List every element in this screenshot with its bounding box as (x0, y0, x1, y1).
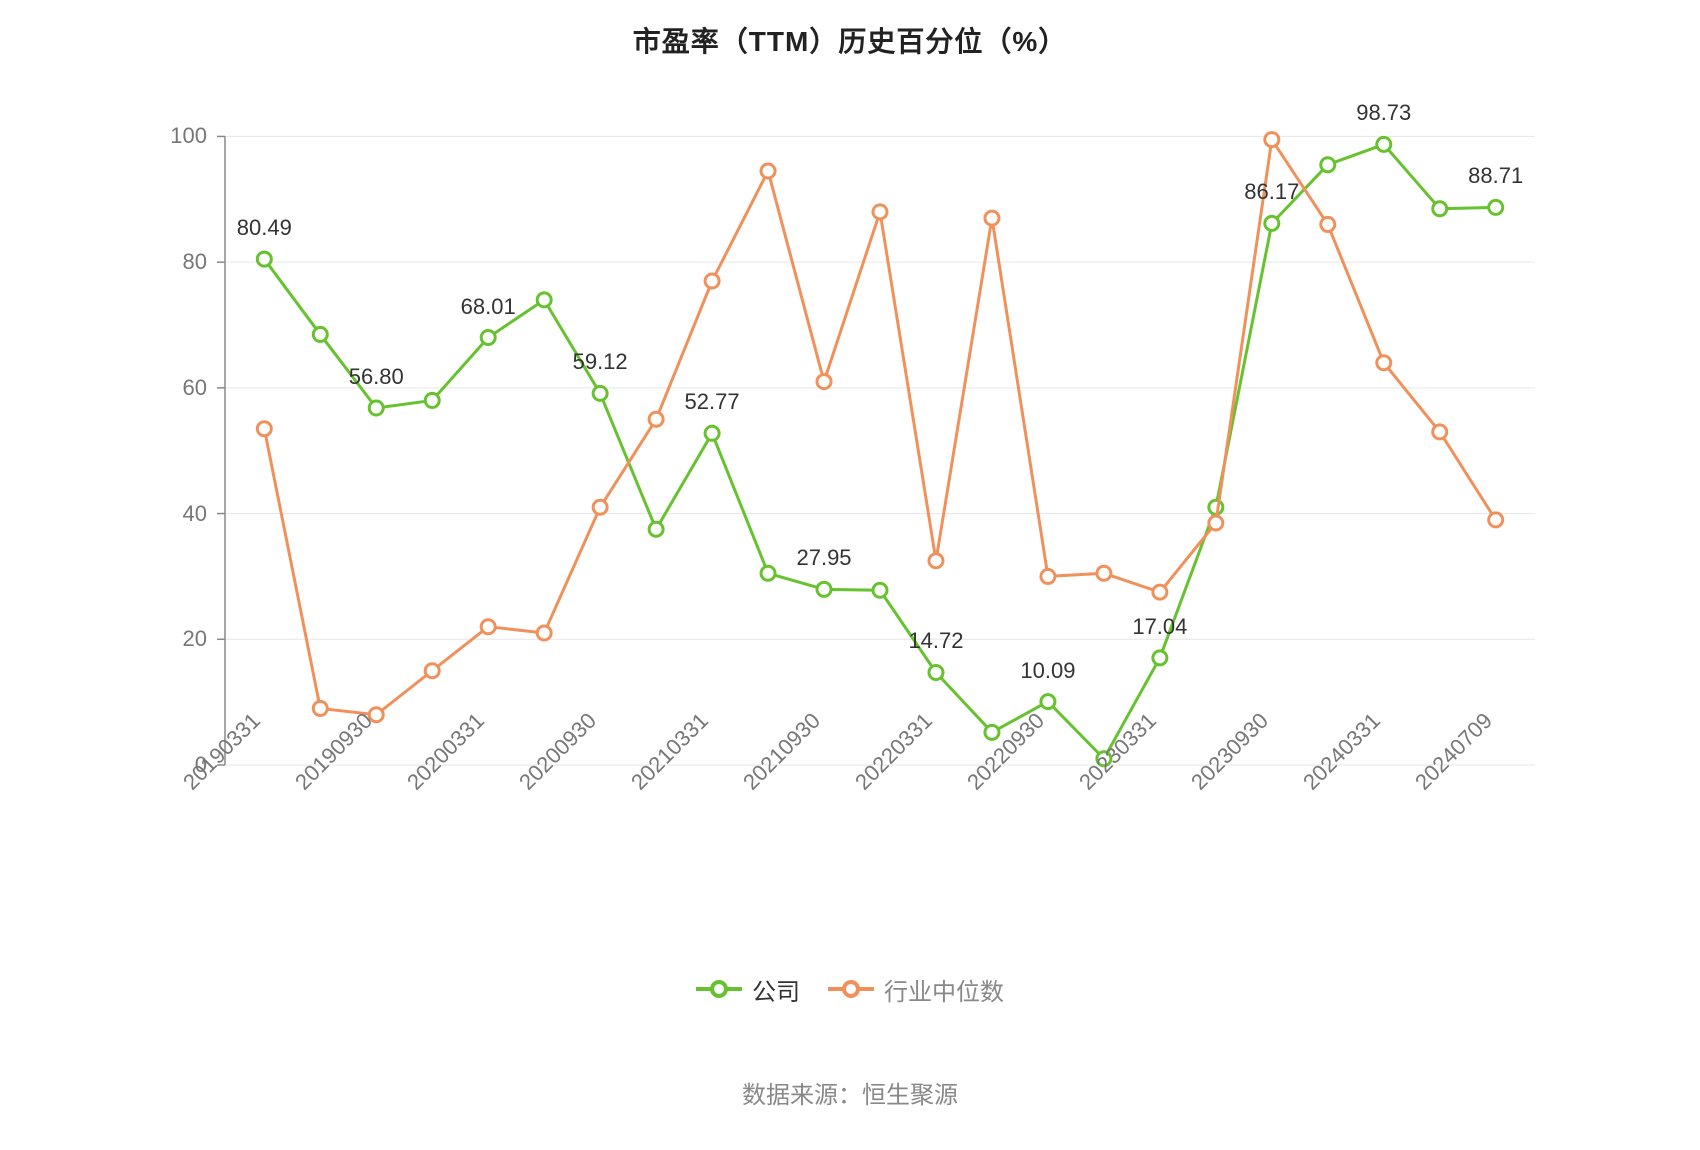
data-label: 14.72 (908, 628, 963, 660)
legend-item-industry_median[interactable]: 行业中位数 (828, 972, 1004, 1007)
data-point-industry_median[interactable] (1265, 133, 1279, 147)
y-tick-label: 40 (183, 501, 207, 527)
data-point-company[interactable] (1489, 200, 1503, 214)
data-point-company[interactable] (985, 725, 999, 739)
data-point-industry_median[interactable] (1041, 569, 1055, 583)
legend-swatch-marker (842, 980, 860, 998)
data-point-company[interactable] (369, 401, 383, 415)
data-label: 88.71 (1468, 163, 1523, 195)
y-tick-label: 100 (170, 123, 207, 149)
data-label: 59.12 (573, 349, 628, 381)
data-point-industry_median[interactable] (1097, 566, 1111, 580)
data-point-company[interactable] (425, 393, 439, 407)
data-point-industry_median[interactable] (873, 205, 887, 219)
data-point-industry_median[interactable] (761, 164, 775, 178)
y-tick-label: 60 (183, 375, 207, 401)
y-tick-label: 80 (183, 249, 207, 275)
data-point-company[interactable] (1265, 216, 1279, 230)
chart-svg (225, 105, 1535, 765)
series-line-company[interactable] (264, 144, 1495, 758)
data-point-industry_median[interactable] (929, 554, 943, 568)
data-label: 98.73 (1356, 100, 1411, 132)
data-point-industry_median[interactable] (1377, 356, 1391, 370)
data-point-company[interactable] (1153, 651, 1167, 665)
data-point-company[interactable] (593, 386, 607, 400)
data-label: 56.80 (349, 364, 404, 396)
y-tick-label: 20 (183, 626, 207, 652)
data-point-industry_median[interactable] (705, 274, 719, 288)
data-point-company[interactable] (1321, 158, 1335, 172)
data-point-company[interactable] (1041, 695, 1055, 709)
data-point-company[interactable] (481, 331, 495, 345)
data-label: 52.77 (685, 389, 740, 421)
data-point-industry_median[interactable] (1153, 585, 1167, 599)
data-label: 10.09 (1020, 658, 1075, 690)
data-point-industry_median[interactable] (537, 626, 551, 640)
data-point-industry_median[interactable] (1489, 513, 1503, 527)
legend-swatch-line (828, 987, 874, 991)
legend-swatch-marker (710, 980, 728, 998)
data-point-company[interactable] (649, 522, 663, 536)
legend-item-company[interactable]: 公司 (696, 972, 800, 1007)
data-source: 数据来源：恒生聚源 (0, 1075, 1700, 1110)
data-point-industry_median[interactable] (1209, 516, 1223, 530)
data-point-company[interactable] (1377, 137, 1391, 151)
legend: 公司 行业中位数 (0, 970, 1700, 1007)
data-point-industry_median[interactable] (593, 500, 607, 514)
series-line-industry_median[interactable] (264, 140, 1495, 715)
data-point-company[interactable] (1433, 202, 1447, 216)
data-point-industry_median[interactable] (817, 375, 831, 389)
chart-title: 市盈率（TTM）历史百分位（%） (0, 20, 1700, 60)
data-point-industry_median[interactable] (313, 701, 327, 715)
legend-label: 公司 (752, 972, 800, 1007)
data-point-industry_median[interactable] (425, 664, 439, 678)
data-point-company[interactable] (1209, 500, 1223, 514)
data-point-industry_median[interactable] (1433, 425, 1447, 439)
data-point-company[interactable] (705, 426, 719, 440)
plot-area: 0204060801002019033120190930202003312020… (225, 105, 1535, 765)
data-point-industry_median[interactable] (985, 211, 999, 225)
data-label: 27.95 (796, 545, 851, 577)
data-point-industry_median[interactable] (649, 412, 663, 426)
data-point-company[interactable] (537, 293, 551, 307)
data-label: 68.01 (461, 294, 516, 326)
data-label: 17.04 (1132, 614, 1187, 646)
data-label: 86.17 (1244, 179, 1299, 211)
legend-label: 行业中位数 (884, 972, 1004, 1007)
data-point-company[interactable] (761, 566, 775, 580)
chart-container: 市盈率（TTM）历史百分位（%） 02040608010020190331201… (0, 0, 1700, 1150)
data-point-company[interactable] (929, 665, 943, 679)
data-point-industry_median[interactable] (1321, 217, 1335, 231)
data-point-industry_median[interactable] (257, 422, 271, 436)
data-point-company[interactable] (257, 252, 271, 266)
data-point-company[interactable] (873, 583, 887, 597)
data-point-company[interactable] (817, 582, 831, 596)
data-point-industry_median[interactable] (481, 620, 495, 634)
data-point-company[interactable] (313, 327, 327, 341)
legend-swatch-line (696, 987, 742, 991)
data-label: 80.49 (237, 215, 292, 247)
